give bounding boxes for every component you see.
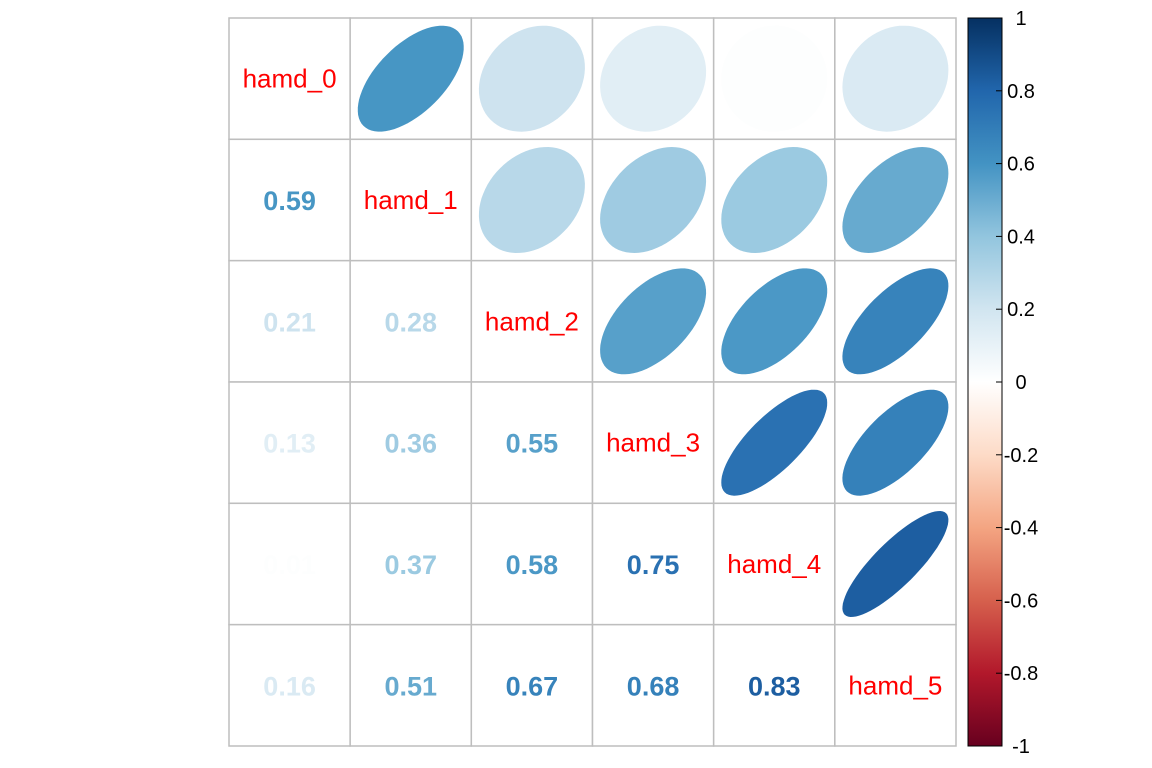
cell-hamd_3-hamd_2 bbox=[470, 381, 594, 505]
diagonal-label: hamd_3 bbox=[606, 428, 700, 458]
colorbar: 1 0.8 0.6 0.4 0.2 0 -0.2 -0.4 -0.6 -0.8 -1 bbox=[967, 8, 1038, 758]
correlation-ellipse bbox=[600, 25, 707, 132]
correlation-ellipse bbox=[842, 25, 949, 132]
cell-hamd_2-hamd_1 bbox=[349, 259, 473, 383]
cell-hamd_3-hamd_0 bbox=[228, 381, 351, 505]
correlation-value: 0.75 bbox=[627, 550, 680, 580]
correlation-ellipse bbox=[478, 147, 585, 253]
correlation-ellipse bbox=[721, 389, 828, 496]
colorbar-tick-label: -0.4 bbox=[1004, 518, 1038, 540]
diagonal-label: hamd_2 bbox=[485, 306, 579, 336]
cell-hamd_1-hamd_1 bbox=[349, 138, 473, 262]
cell-hamd_5-hamd_5 bbox=[834, 623, 957, 747]
colorbar-tick-label: -0.8 bbox=[1004, 663, 1038, 685]
colorbar-tick-label: -0.2 bbox=[1004, 445, 1038, 467]
correlation-value: 0.28 bbox=[384, 307, 437, 337]
diagonal-label: hamd_5 bbox=[848, 670, 942, 700]
correlation-ellipse bbox=[478, 25, 585, 132]
cell-hamd_5-hamd_2 bbox=[470, 623, 594, 747]
correlation-ellipse bbox=[842, 147, 949, 253]
cell-hamd_5-hamd_1 bbox=[349, 623, 473, 747]
correlation-value: 0.68 bbox=[627, 671, 680, 701]
colorbar-tick-label: 0 bbox=[1015, 372, 1026, 394]
correlation-ellipse bbox=[721, 147, 828, 253]
colorbar-tick-label: 1 bbox=[1015, 8, 1026, 30]
cell-hamd_0-hamd_0 bbox=[228, 17, 351, 141]
correlation-ellipse bbox=[842, 389, 949, 496]
correlation-value: 0.37 bbox=[384, 550, 437, 580]
cell-hamd_4-hamd_3 bbox=[591, 502, 715, 626]
correlation-value: 0.55 bbox=[506, 429, 559, 459]
colorbar-tick-label: 0.2 bbox=[1007, 299, 1035, 321]
correlation-value: 0.21 bbox=[263, 307, 316, 337]
diagonal-label: hamd_0 bbox=[243, 64, 337, 94]
correlation-value: 0.51 bbox=[384, 671, 437, 701]
colorbar-tick-label: 0.4 bbox=[1007, 226, 1035, 248]
colorbar-tick-label: -1 bbox=[1012, 736, 1030, 758]
cell-hamd_4-hamd_1 bbox=[349, 502, 473, 626]
correlation-value: 0.36 bbox=[384, 429, 437, 459]
colorbar-tick-label: -0.6 bbox=[1004, 590, 1038, 612]
diagonal-label: hamd_4 bbox=[727, 549, 821, 579]
colorbar-tick-label: 0.6 bbox=[1007, 154, 1035, 176]
cell-hamd_4-hamd_4 bbox=[712, 502, 836, 626]
correlation-ellipse bbox=[600, 147, 707, 253]
cell-hamd_4-hamd_0 bbox=[228, 502, 351, 626]
cell-hamd_1-hamd_0 bbox=[228, 138, 351, 262]
colorbar-tick-label: 0.8 bbox=[1007, 81, 1035, 103]
correlation-ellipse bbox=[600, 268, 707, 375]
correlation-ellipse bbox=[721, 268, 828, 375]
diagonal-label: hamd_1 bbox=[364, 185, 458, 215]
correlation-ellipse bbox=[721, 25, 828, 132]
correlation-value: 0.59 bbox=[263, 186, 316, 216]
correlation-value: 0.83 bbox=[748, 671, 801, 701]
correlation-value: 0.16 bbox=[263, 671, 316, 701]
correlation-value: 0.13 bbox=[263, 429, 316, 459]
correlation-value: 0.01 bbox=[263, 550, 316, 580]
cell-hamd_5-hamd_0 bbox=[228, 623, 351, 747]
matrix-cells: hamd_0 0.59 hamd_1 0.21 0.28 hamd_2 0.13 0.36 0.… bbox=[228, 17, 957, 747]
correlation-ellipse bbox=[357, 25, 464, 132]
correlation-ellipse bbox=[842, 268, 949, 375]
correlation-value: 0.58 bbox=[506, 550, 559, 580]
correlation-value: 0.67 bbox=[506, 671, 559, 701]
cell-hamd_5-hamd_4 bbox=[712, 623, 836, 747]
cell-hamd_3-hamd_1 bbox=[349, 381, 473, 505]
correlation-ellipse bbox=[842, 511, 949, 617]
